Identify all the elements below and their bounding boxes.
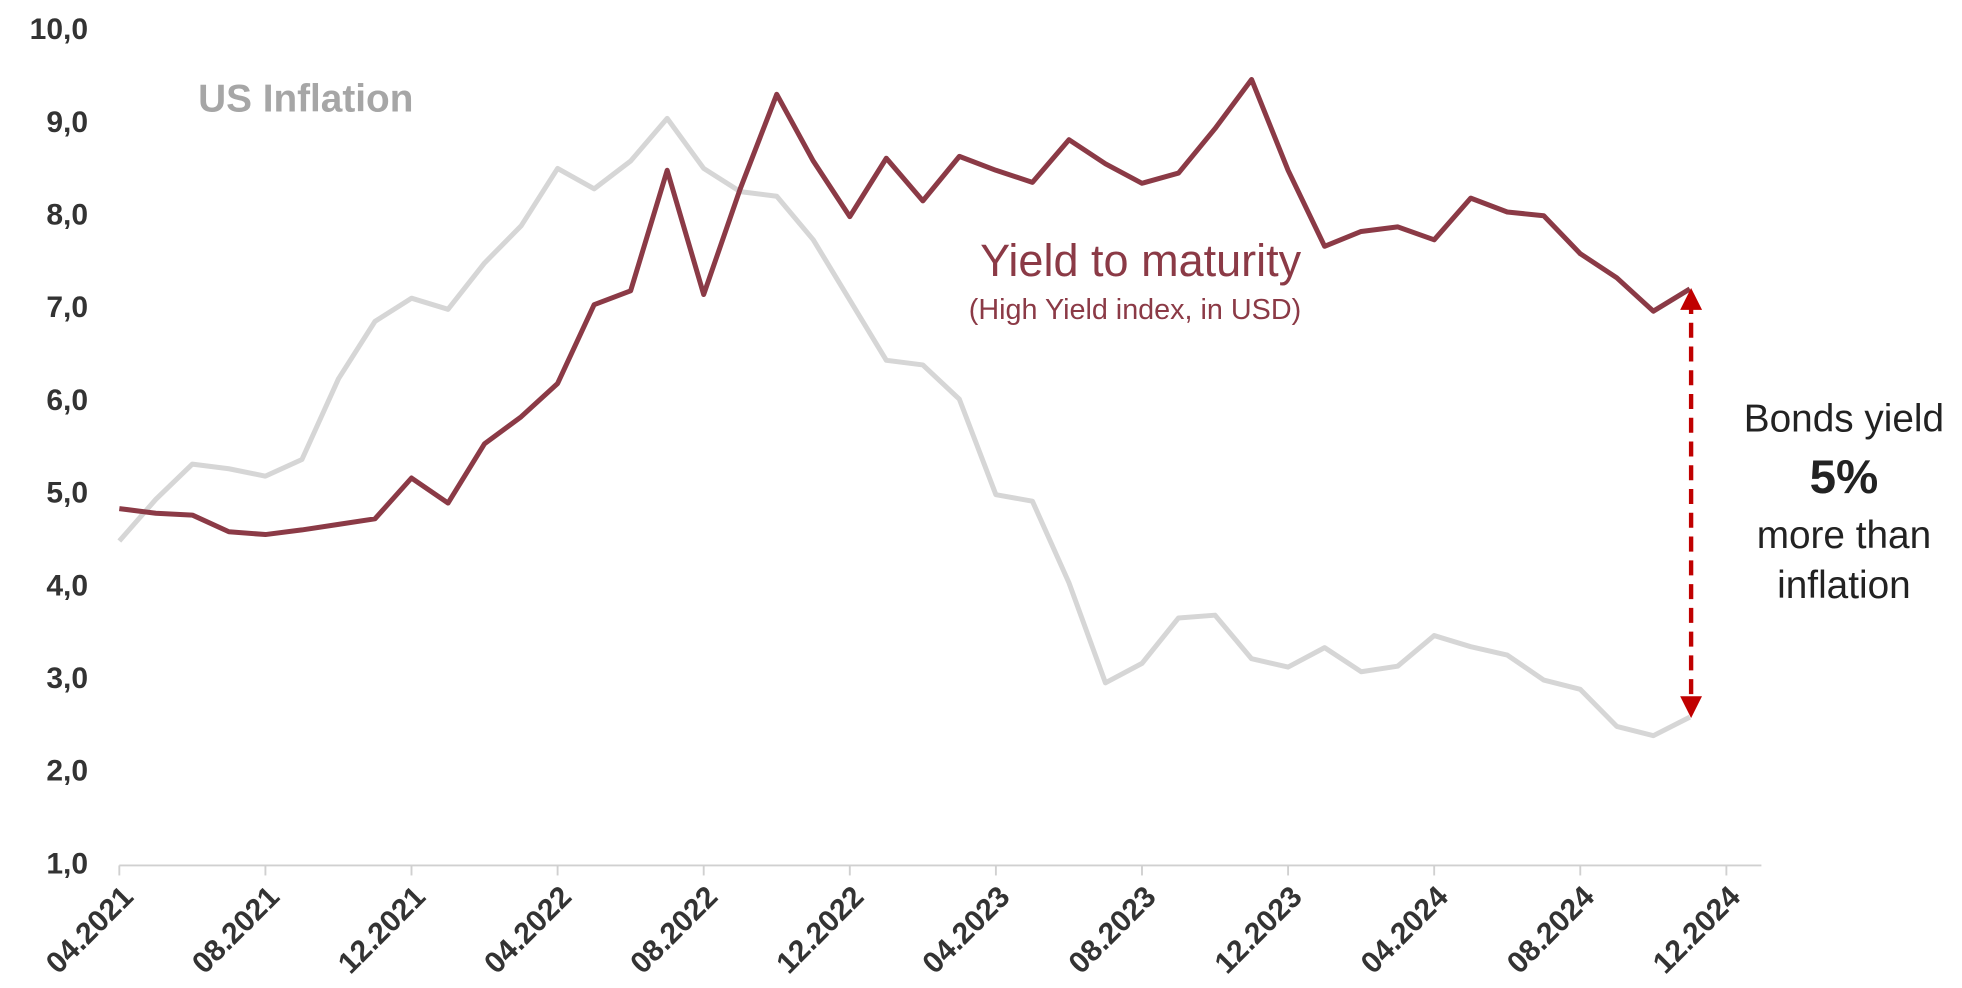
x-tick-label: 12.2023 bbox=[1209, 880, 1309, 980]
x-tick-label: 12.2024 bbox=[1647, 880, 1747, 980]
y-tick-label: 7,0 bbox=[46, 291, 88, 324]
y-tick-label: 8,0 bbox=[46, 199, 88, 232]
x-tick-label: 04.2021 bbox=[40, 880, 140, 980]
x-tick-label: 12.2022 bbox=[770, 880, 870, 980]
y-tick-label: 1,0 bbox=[46, 847, 88, 880]
y-tick-label: 5,0 bbox=[46, 477, 88, 510]
yield-sublabel: (High Yield index, in USD) bbox=[969, 294, 1301, 326]
gap-text: more than bbox=[1757, 514, 1931, 557]
x-tick-label: 08.2022 bbox=[624, 880, 724, 980]
x-tick-label: 04.2022 bbox=[478, 880, 578, 980]
y-tick-label: 9,0 bbox=[46, 106, 88, 139]
inflation-label: US Inflation bbox=[198, 78, 413, 121]
y-tick-label: 4,0 bbox=[46, 569, 88, 602]
x-tick-label: 12.2021 bbox=[332, 880, 432, 980]
y-tick-label: 6,0 bbox=[46, 384, 88, 417]
series-line bbox=[117, 115, 1691, 739]
gap-text: Bonds yield bbox=[1744, 398, 1944, 441]
series-line bbox=[118, 76, 1692, 538]
x-tick-label: 08.2021 bbox=[186, 880, 286, 980]
gap-text: inflation bbox=[1777, 564, 1911, 607]
y-tick-label: 10,0 bbox=[30, 13, 88, 46]
x-tick-label: 08.2023 bbox=[1063, 880, 1163, 980]
y-tick-label: 2,0 bbox=[46, 755, 88, 788]
yield-label: Yield to maturity bbox=[980, 235, 1302, 286]
x-tick-label: 04.2024 bbox=[1355, 880, 1455, 980]
gap-value: 5% bbox=[1810, 451, 1879, 504]
x-tick-label: 08.2024 bbox=[1501, 880, 1601, 980]
y-tick-label: 3,0 bbox=[46, 662, 88, 695]
x-tick-label: 04.2023 bbox=[916, 880, 1016, 980]
